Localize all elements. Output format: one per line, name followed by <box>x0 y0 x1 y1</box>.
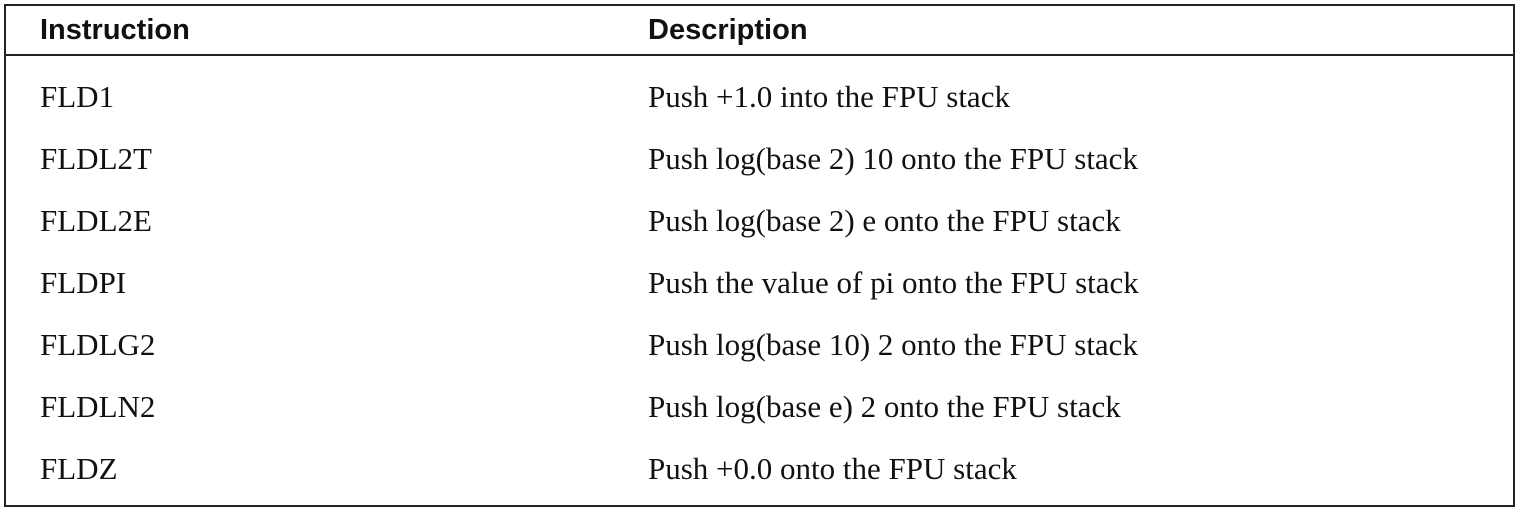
description-cell: Push +1.0 into the FPU stack <box>648 79 1010 114</box>
description-cell: Push log(base 10) 2 onto the FPU stack <box>648 327 1138 362</box>
table-row: FLDL2E Push log(base 2) e onto the FPU s… <box>6 201 1513 263</box>
instruction-cell: FLDZ <box>40 451 118 486</box>
table-header-row: Instruction Description <box>6 6 1513 56</box>
description-cell: Push log(base 2) e onto the FPU stack <box>648 203 1121 238</box>
header-instruction: Instruction <box>40 14 190 46</box>
table-row: FLD1 Push +1.0 into the FPU stack <box>6 77 1513 139</box>
instruction-cell: FLD1 <box>40 79 115 114</box>
instruction-cell: FLDL2E <box>40 203 152 238</box>
table-row: FLDLN2 Push log(base e) 2 onto the FPU s… <box>6 387 1513 449</box>
instruction-cell: FLDLN2 <box>40 389 156 424</box>
instruction-cell: FLDPI <box>40 265 127 300</box>
description-cell: Push the value of pi onto the FPU stack <box>648 265 1139 300</box>
table-row: FLDL2T Push log(base 2) 10 onto the FPU … <box>6 139 1513 201</box>
table-row: FLDLG2 Push log(base 10) 2 onto the FPU … <box>6 325 1513 387</box>
table-row: FLDZ Push +0.0 onto the FPU stack <box>6 449 1513 511</box>
instruction-table: Instruction Description FLD1 Push +1.0 i… <box>4 4 1515 507</box>
description-cell: Push log(base e) 2 onto the FPU stack <box>648 389 1121 424</box>
table-row: FLDPI Push the value of pi onto the FPU … <box>6 263 1513 325</box>
description-cell: Push log(base 2) 10 onto the FPU stack <box>648 141 1138 176</box>
table-body: FLD1 Push +1.0 into the FPU stack FLDL2T… <box>6 77 1513 511</box>
instruction-cell: FLDLG2 <box>40 327 156 362</box>
description-cell: Push +0.0 onto the FPU stack <box>648 451 1017 486</box>
instruction-cell: FLDL2T <box>40 141 152 176</box>
header-description: Description <box>648 14 808 46</box>
